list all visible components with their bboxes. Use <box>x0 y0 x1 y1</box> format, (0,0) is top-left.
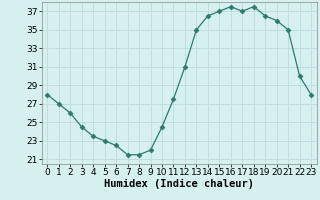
X-axis label: Humidex (Indice chaleur): Humidex (Indice chaleur) <box>104 179 254 189</box>
